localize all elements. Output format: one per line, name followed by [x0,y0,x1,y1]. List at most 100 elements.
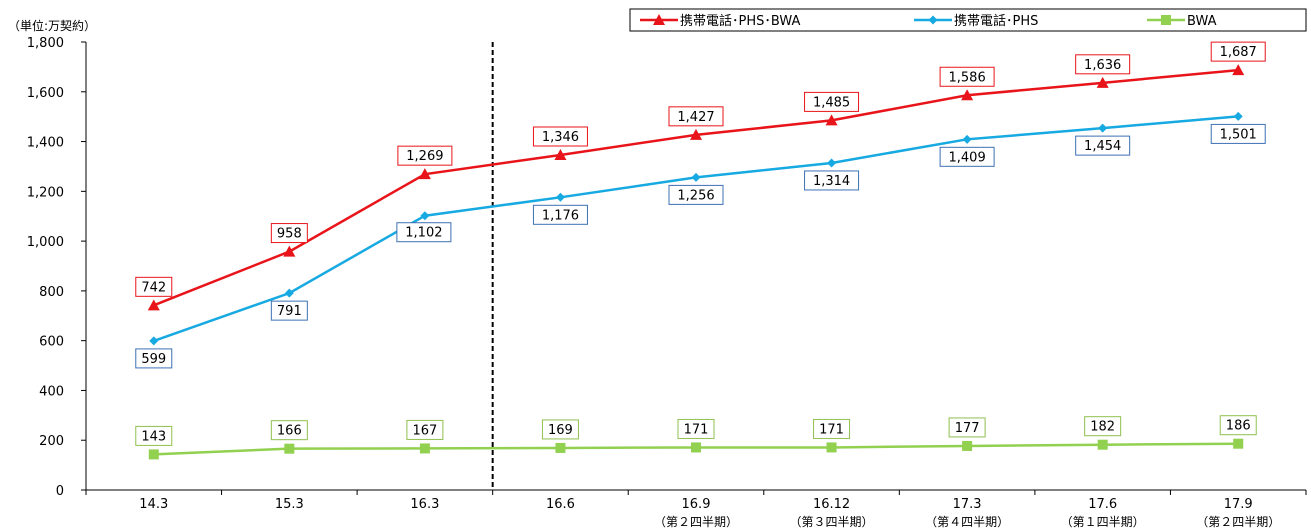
data-label-box [948,417,986,438]
x-tick-sublabel: （第２四半期） [654,515,738,529]
data-label-box [804,91,860,112]
data-label: 1,409 [939,146,995,167]
data-label-box [397,145,453,166]
diamond-marker [284,288,294,298]
series-3 [148,438,1244,460]
legend-label: BWA [1187,14,1217,29]
data-label-box [1075,54,1131,75]
y-axis: 0 200 400 600 800 1,000 1,200 1,400 1,600 1,800 [27,36,87,499]
diamond-marker [827,158,837,168]
data-label-text: 1,346 [542,130,579,145]
data-label-text: 742 [141,280,166,295]
square-marker [555,442,566,453]
x-tick-sublabel: （第２四半期） [1196,515,1280,529]
data-label-text: 1,485 [813,95,850,110]
data-label: 143 [135,425,173,446]
data-label: 182 [1084,416,1122,437]
data-label-box [939,66,995,87]
legend: 携帯電話･PHS･BWA 携帯電話･PHS BWA [629,8,1307,32]
x-tick-label: 14.3 [139,497,168,512]
triangle-marker [1096,76,1109,88]
x-tick-label: 16.9 [682,497,711,512]
triangle-marker [961,89,974,101]
data-label-box [939,146,995,167]
diamond-marker [691,172,701,182]
y-tick-label: 600 [39,335,64,350]
x-tick-label: 17.6 [1088,497,1117,512]
data-label-box [813,418,851,439]
data-label-box [1075,135,1131,156]
y-tick-label: 1,200 [27,185,64,200]
square-marker [284,443,295,454]
data-label-box [532,126,588,147]
x-tick-label: 15.3 [275,497,304,512]
data-label-text: 958 [277,227,302,242]
data-label-box [270,300,308,321]
data-label: 1,636 [1075,54,1131,75]
legend-label: 携帯電話･PHS [954,13,1038,29]
data-label: 1,687 [1210,41,1266,62]
x-tick-sublabel: （第４四半期） [925,515,1009,529]
data-label-text: 1,636 [1084,58,1121,73]
data-label: 169 [541,419,579,440]
triangle-marker [825,114,838,126]
legend-label: 携帯電話･PHS･BWA [680,13,800,29]
data-label-text: 182 [1090,420,1115,435]
data-label-text: 599 [141,352,166,367]
legend-item: BWA [1147,14,1217,29]
data-label-box [396,222,452,243]
triangle-marker [653,14,665,25]
data-label: 1,269 [397,145,453,166]
data-label: 1,454 [1075,135,1131,156]
y-tick-label: 1,400 [27,136,64,151]
square-marker [1233,438,1244,449]
data-label: 171 [677,418,715,439]
data-label: 1,102 [396,222,452,243]
legend-item: 携帯電話･PHS [914,13,1038,29]
data-label: 1,501 [1210,123,1266,144]
data-label-text: 1,427 [677,110,714,125]
diamond-marker [1098,123,1108,133]
x-tick-label: 16.12 [813,497,850,512]
x-tick-label: 16.6 [546,497,575,512]
data-label-text: 186 [1226,419,1251,434]
legend-box [629,8,1307,32]
diamond-marker [1233,111,1243,121]
data-label: 1,256 [668,184,724,205]
data-label-text: 1,586 [949,70,986,85]
triangle-marker [1232,64,1245,76]
data-label-text: 1,454 [1084,139,1121,154]
data-label-text: 169 [548,423,573,438]
data-label: 1,176 [532,204,588,225]
data-label-box [804,170,860,191]
data-label-text: 1,176 [542,208,579,223]
square-marker [419,443,430,454]
data-label-text: 171 [684,422,709,437]
data-label-text: 143 [141,429,166,444]
data-label-text: 1,687 [1220,45,1257,60]
square-marker [691,442,701,453]
data-label-text: 171 [819,422,844,437]
triangle-marker [418,168,431,180]
data-label: 791 [270,300,308,321]
data-label-text: 1,256 [677,188,714,203]
data-label: 1,314 [804,170,860,191]
data-label-box [270,420,308,441]
data-label-text: 166 [277,424,302,439]
square-marker [1161,15,1171,25]
data-label-box [135,425,173,446]
data-label-text: 1,102 [405,226,442,241]
data-label: 166 [270,420,308,441]
square-marker [826,442,837,453]
data-label-box [1084,416,1122,437]
triangle-marker [554,148,567,160]
triangle-marker [690,128,702,140]
data-label-text: 1,314 [813,174,850,189]
square-marker [962,440,973,451]
diamond-marker [962,134,972,144]
data-label-text: 1,409 [949,150,986,165]
y-tick-label: 200 [39,434,64,449]
data-label-box [677,418,715,439]
data-label: 1,346 [532,126,588,147]
x-axis: 14.3 15.3 16.3 16.6 16.9 （第２四半期） 16.12 （第３四半期） 1… [85,42,1307,529]
